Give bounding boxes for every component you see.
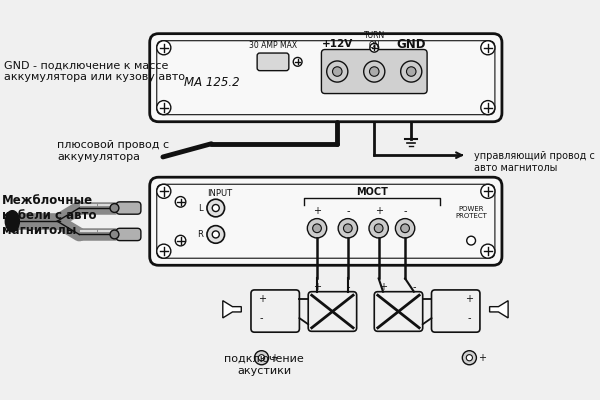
- Circle shape: [374, 224, 383, 233]
- Circle shape: [364, 61, 385, 82]
- Text: управляющий провод с
авто магнитолы: управляющий провод с авто магнитолы: [474, 152, 595, 173]
- Text: +: +: [374, 206, 383, 216]
- Circle shape: [157, 41, 171, 55]
- Circle shape: [110, 204, 119, 212]
- FancyBboxPatch shape: [116, 228, 141, 241]
- Circle shape: [338, 218, 358, 238]
- Circle shape: [406, 67, 416, 76]
- Circle shape: [293, 58, 302, 66]
- Circle shape: [110, 230, 119, 239]
- Text: плюсовой провод с
аккумулятора: плюсовой провод с аккумулятора: [57, 140, 169, 162]
- FancyBboxPatch shape: [322, 50, 427, 94]
- Circle shape: [466, 355, 472, 361]
- FancyBboxPatch shape: [374, 292, 422, 331]
- Circle shape: [467, 236, 476, 245]
- Text: -: -: [346, 206, 350, 216]
- Circle shape: [332, 67, 342, 76]
- FancyBboxPatch shape: [257, 53, 289, 71]
- FancyBboxPatch shape: [116, 202, 141, 214]
- Circle shape: [481, 184, 495, 198]
- Polygon shape: [490, 301, 508, 318]
- Text: -: -: [403, 206, 407, 216]
- Circle shape: [370, 43, 379, 52]
- Circle shape: [254, 351, 269, 365]
- Text: +: +: [313, 282, 321, 292]
- FancyBboxPatch shape: [251, 290, 299, 332]
- Ellipse shape: [5, 211, 19, 232]
- Circle shape: [175, 196, 186, 207]
- Text: L: L: [198, 204, 203, 212]
- Text: +: +: [270, 353, 278, 363]
- Circle shape: [370, 67, 379, 76]
- Text: МА 125.2: МА 125.2: [184, 76, 239, 88]
- FancyBboxPatch shape: [308, 292, 356, 331]
- Text: +12V: +12V: [322, 39, 353, 49]
- Text: -: -: [260, 313, 263, 323]
- Circle shape: [313, 224, 322, 233]
- Circle shape: [157, 100, 171, 115]
- Text: +: +: [379, 282, 387, 292]
- Text: TURN
ON: TURN ON: [364, 31, 385, 50]
- Text: +: +: [466, 294, 473, 304]
- Circle shape: [401, 224, 409, 233]
- Circle shape: [157, 244, 171, 258]
- FancyBboxPatch shape: [150, 177, 502, 265]
- Text: -: -: [467, 313, 471, 323]
- Text: -: -: [346, 282, 350, 292]
- Text: GND - подключение к массе
аккумулятора или кузову авто: GND - подключение к массе аккумулятора и…: [4, 61, 185, 82]
- Polygon shape: [223, 301, 241, 318]
- Text: INPUT: INPUT: [208, 188, 233, 198]
- Circle shape: [481, 41, 495, 55]
- Text: R: R: [197, 230, 203, 239]
- Circle shape: [212, 231, 219, 238]
- Text: Межблочные
кабели с авто
магнитолы: Межблочные кабели с авто магнитолы: [2, 194, 96, 236]
- Circle shape: [343, 224, 352, 233]
- Text: +: +: [257, 294, 266, 304]
- Text: МОСТ: МОСТ: [356, 186, 388, 196]
- Text: POWER
PROTECT: POWER PROTECT: [455, 206, 487, 219]
- Text: -: -: [412, 282, 416, 292]
- Text: подключение
акустики: подключение акустики: [224, 354, 304, 376]
- Text: +: +: [313, 206, 321, 216]
- Circle shape: [207, 199, 224, 217]
- Circle shape: [259, 355, 265, 361]
- Circle shape: [369, 218, 388, 238]
- Circle shape: [395, 218, 415, 238]
- Circle shape: [401, 61, 422, 82]
- Text: +: +: [478, 353, 485, 363]
- FancyBboxPatch shape: [150, 34, 502, 122]
- Circle shape: [481, 100, 495, 115]
- FancyBboxPatch shape: [431, 290, 480, 332]
- Circle shape: [207, 226, 224, 243]
- Text: GND: GND: [397, 38, 426, 51]
- Circle shape: [157, 184, 171, 198]
- Circle shape: [463, 351, 476, 365]
- Circle shape: [212, 204, 219, 212]
- Circle shape: [307, 218, 327, 238]
- Circle shape: [175, 235, 186, 246]
- Circle shape: [481, 244, 495, 258]
- Text: 30 AMP MAX: 30 AMP MAX: [249, 42, 297, 50]
- Circle shape: [327, 61, 348, 82]
